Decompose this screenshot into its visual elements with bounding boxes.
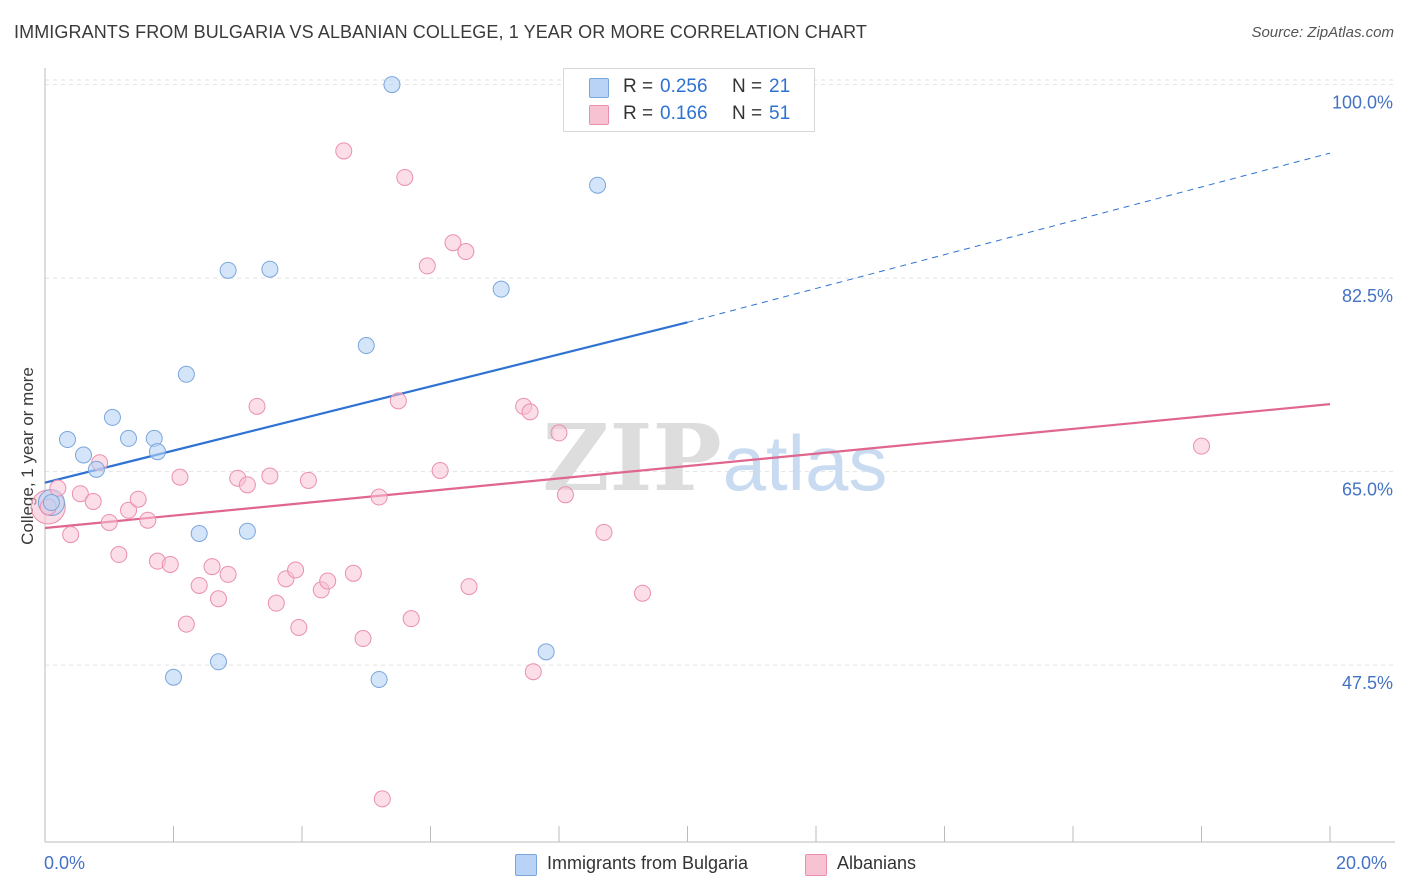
data-point-bulgaria [589,176,607,194]
data-point-albanians [444,234,462,252]
data-point-albanians [402,610,420,628]
data-point-albanians [319,572,337,590]
data-point-bulgaria [537,643,555,661]
data-point-albanians [457,243,475,261]
data-point-albanians [171,468,189,486]
data-point-albanians [203,558,221,576]
x-tick-label-max: 20.0% [1336,853,1388,873]
y-tick-labels: 100.0% 82.5% 65.0% 47.5% [1332,93,1393,693]
data-point-albanians [120,501,138,519]
legend-label-albanians: Albanians [837,853,917,873]
stats-r-value: 0.256 [660,76,708,97]
data-point-bulgaria [209,653,227,671]
legend-swatch-bulgaria [515,854,537,876]
watermark: ZIP atlas [542,404,887,512]
data-point-bulgaria [42,494,60,512]
stats-n-value: 21 [769,76,791,97]
data-point-albanians [521,403,539,421]
stats-r-value: 0.166 [660,103,708,124]
data-point-bulgaria [103,408,121,426]
trendline-bulgaria-extension [687,152,1331,323]
data-point-albanians [396,168,414,186]
stats-n-value: 51 [769,103,791,124]
data-point-albanians [267,594,285,612]
chart-title: IMMIGRANTS FROM BULGARIA VS ALBANIAN COL… [14,22,867,42]
data-point-albanians [49,479,67,497]
data-point-albanians [84,492,102,510]
chart-legend: Immigrants from Bulgaria Albanians [0,852,1406,878]
data-point-albanians [261,467,279,485]
data-point-albanians [62,526,80,544]
data-point-albanians [219,565,237,583]
data-point-bulgaria [190,525,208,543]
data-point-albanians [238,476,256,494]
source-credit: Source: ZipAtlas.com [1251,24,1394,41]
data-point-bulgaria [165,668,182,686]
legend-swatch-albanians [805,854,827,876]
watermark-atlas: atlas [723,419,888,507]
x-tick-label-min: 0.0% [44,853,86,873]
stats-n-label: N = [732,103,763,124]
data-point-albanians [524,663,542,681]
data-point-bulgaria [261,260,279,278]
y-tick-label: 65.0% [1342,480,1393,500]
data-point-bulgaria [75,446,93,464]
data-point-albanians [634,584,652,602]
data-point-albanians [418,257,436,275]
data-point-bulgaria [148,443,166,461]
data-point-albanians [344,564,362,582]
data-point-bulgaria [219,261,237,279]
y-tick-label: 100.0% [1332,93,1393,113]
data-point-albanians [248,397,266,415]
stats-r-label: R = [623,76,654,97]
data-point-bulgaria [370,670,388,688]
data-point-albanians [209,590,227,608]
data-point-albanians [431,461,449,479]
y-tick-label: 47.5% [1342,673,1393,693]
data-point-albanians [299,471,317,489]
data-point-albanians [389,392,407,410]
stats-swatch-albanians [589,105,609,125]
data-point-albanians [595,523,613,541]
axes [44,68,1395,843]
y-tick-label: 82.5% [1342,286,1393,306]
data-point-bulgaria [357,337,375,355]
data-point-bulgaria [492,280,510,298]
stats-n-label: N = [732,76,763,97]
stats-swatch-bulgaria [589,78,609,98]
gridlines [45,79,1395,666]
data-point-albanians [129,490,147,508]
stats-row-albanians: R = 0.166 N = 51 [564,101,814,127]
data-point-bulgaria [383,76,401,94]
data-point-bulgaria [177,365,195,383]
data-point-albanians [460,578,478,596]
data-point-albanians [556,486,574,504]
data-point-bulgaria [238,522,256,540]
data-point-albanians [550,424,568,442]
trendline-albanians [44,403,1331,530]
data-point-albanians [354,630,372,648]
data-point-albanians [100,513,118,531]
stats-row-bulgaria: R = 0.256 N = 21 [564,74,814,100]
correlation-stats-box: R = 0.256 N = 21 R = 0.166 N = 51 [563,68,815,132]
data-point-albanians [161,555,179,573]
data-point-albanians [71,485,89,503]
data-point-albanians [335,142,353,160]
data-point-albanians [190,576,208,594]
data-point-albanians [139,511,157,529]
data-point-albanians [290,618,308,636]
data-point-bulgaria [58,431,76,449]
data-point-albanians [287,561,305,579]
stats-r-label: R = [623,103,654,124]
legend-label-bulgaria: Immigrants from Bulgaria [547,853,749,873]
data-point-albanians [373,790,391,808]
data-point-albanians [1193,437,1210,455]
data-point-bulgaria [87,460,105,478]
data-points [30,76,1210,808]
data-point-albanians [370,488,388,506]
data-point-albanians [177,615,195,633]
data-point-bulgaria [120,429,138,447]
data-point-albanians [110,546,128,564]
